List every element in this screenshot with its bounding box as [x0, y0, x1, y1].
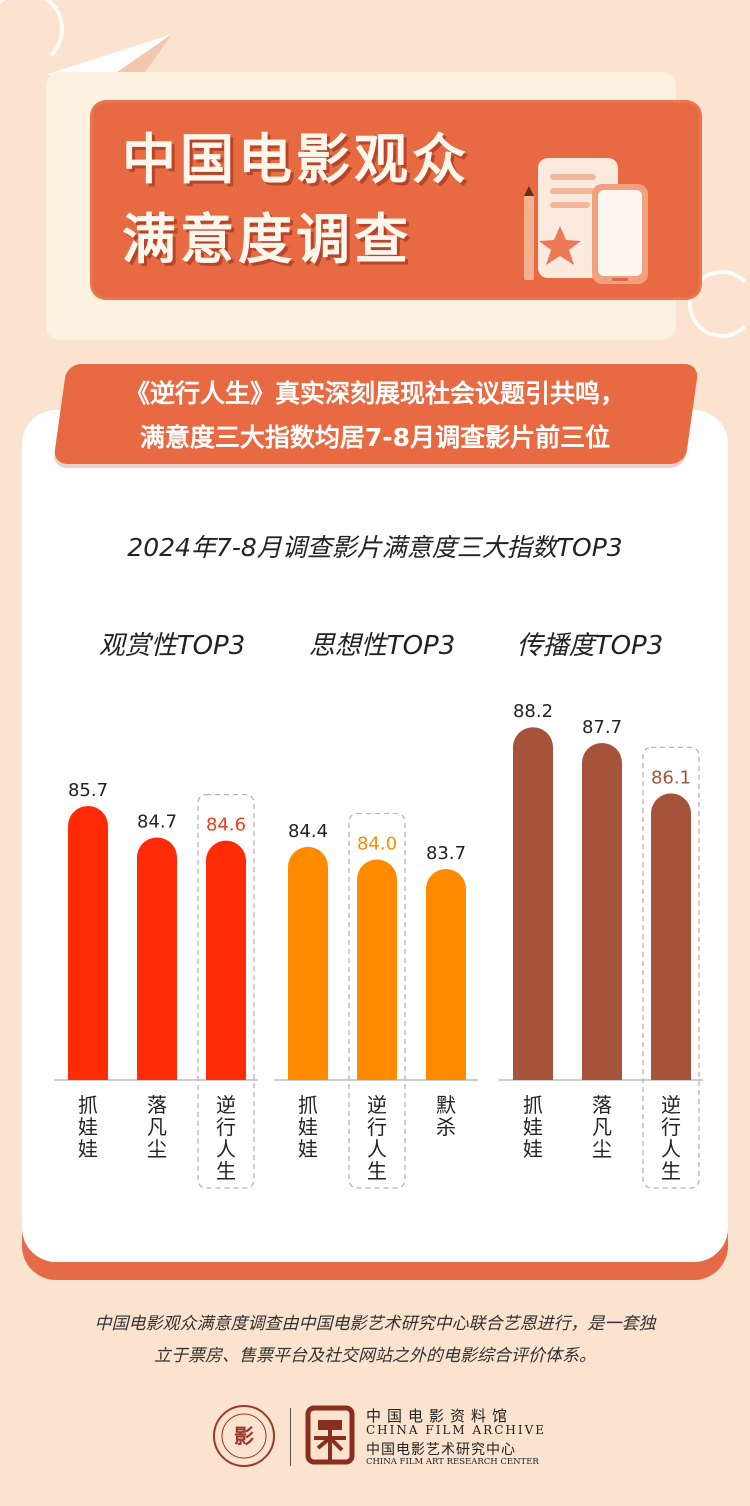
category-label-0-0: 抓娃娃 [78, 1093, 98, 1161]
highlight-box-1 [348, 812, 406, 1189]
bar-value-label-0-1: 84.7 [137, 811, 177, 832]
group-title-spread: 传播度TOP3 [516, 631, 664, 661]
bar-0-0 [68, 805, 108, 1080]
title-line-1: 中国电影观众 [122, 128, 470, 191]
category-label-1-1: 逆行人生 [367, 1093, 387, 1183]
highlight-box-2 [642, 746, 700, 1189]
subtitle-line-1: 《逆行人生》真实深刻展现社会议题引共鸣， [124, 379, 625, 408]
category-label-2-1: 落凡尘 [592, 1093, 612, 1161]
bar-1-2 [426, 868, 466, 1080]
group-title-viewing: 观赏性TOP3 [98, 631, 246, 661]
title-card: 中国电影观众 满意度调查 [90, 100, 702, 300]
category-label-0-1: 落凡尘 [147, 1093, 167, 1161]
bar-value-label-2-0: 88.2 [513, 701, 553, 722]
category-label-2-0: 抓娃娃 [523, 1093, 543, 1161]
bar-2-2 [651, 793, 691, 1080]
bar-value-label-1-0: 84.4 [288, 821, 328, 842]
archive-seal-logo: 影 [213, 1405, 275, 1467]
bar-1-1 [357, 859, 397, 1080]
title-line-2: 满意度调查 [122, 208, 412, 271]
bar-1-0 [288, 846, 328, 1080]
bar-value-label-0-0: 85.7 [68, 780, 108, 801]
bar-value-label-2-1: 87.7 [582, 717, 622, 738]
bar-2-1 [582, 742, 622, 1080]
decorative-swirl-top [0, 0, 64, 68]
bar-value-label-1-2: 83.7 [426, 843, 466, 864]
logo-center-cn: 中国电影艺术研究中心 [366, 1442, 516, 1458]
logo-divider [290, 1408, 291, 1466]
bar-0-2 [206, 840, 246, 1080]
highlight-box-0 [197, 793, 255, 1189]
bar-value-label-2-2: 86.1 [651, 767, 691, 788]
bar-0-1 [137, 837, 177, 1080]
footnote-line-2: 立于票房、售票平台及社交网站之外的电影综合评价体系。 [154, 1346, 596, 1366]
group-title-thought: 思想性TOP3 [308, 631, 456, 661]
logo-name-cn: 中国电影资料馆 [366, 1407, 514, 1425]
category-label-1-0: 抓娃娃 [298, 1093, 318, 1161]
chart-title: 2024年7-8月调查影片满意度三大指数TOP3 [127, 533, 623, 562]
bar-value-label-1-1: 84.0 [357, 834, 397, 855]
film-art-center-logo [305, 1405, 355, 1465]
category-label-0-2: 逆行人生 [216, 1093, 236, 1183]
footnote-line-1: 中国电影观众满意度调查由中国电影艺术研究中心联合艺恩进行，是一套独 [94, 1314, 656, 1334]
svg-text:影: 影 [234, 1424, 254, 1448]
logo-center-en: CHINA FILM ART RESEARCH CENTER [366, 1457, 539, 1467]
bar-value-label-0-2: 84.6 [206, 815, 246, 836]
survey-phone-icon [524, 158, 648, 284]
decorative-swirl-right [688, 270, 750, 338]
bar-2-0 [513, 727, 553, 1080]
logo-name-en: CHINA FILM ARCHIVE [366, 1423, 547, 1437]
category-label-1-2: 默杀 [436, 1093, 456, 1139]
category-label-2-2: 逆行人生 [661, 1093, 681, 1183]
subtitle-line-2: 满意度三大指数均居7-8月调查影片前三位 [139, 423, 611, 452]
